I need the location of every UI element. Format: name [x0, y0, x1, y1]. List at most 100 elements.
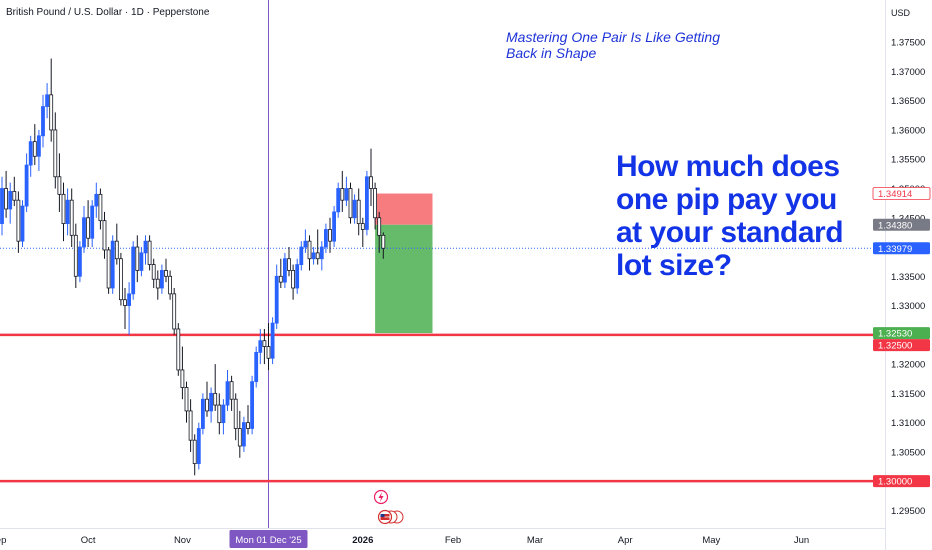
candle-body: [364, 176, 369, 230]
price-tick-label: 1.36000: [891, 125, 925, 136]
candle-body: [73, 234, 78, 277]
candle-body: [94, 193, 99, 207]
candle-body: [57, 176, 62, 195]
price-tick-label: 1.34500: [891, 213, 925, 224]
candle-body: [127, 293, 131, 306]
price-label-text: 1.32500: [878, 341, 912, 352]
candle-body: [180, 369, 185, 388]
candle-body: [373, 188, 378, 219]
candle-body: [69, 199, 74, 236]
time-tick-label: Sep: [0, 535, 6, 546]
candle-body: [110, 240, 115, 289]
candle-body: [237, 428, 242, 447]
candle-body: [78, 246, 82, 277]
price-tick-label: 1.29500: [891, 506, 925, 517]
candle-body: [340, 188, 345, 201]
candle-body: [176, 328, 181, 371]
price-tick-label: 1.36500: [891, 96, 925, 107]
candle-body: [8, 191, 13, 210]
candle-body: [49, 94, 54, 131]
event-markers[interactable]: [373, 489, 404, 525]
candle-body: [45, 94, 49, 107]
position-tool[interactable]: [375, 193, 433, 334]
time-tick-label: Jun: [794, 535, 809, 546]
candle-body: [328, 229, 332, 242]
candle-body: [344, 188, 349, 201]
candle-body: [123, 299, 127, 306]
candle-body: [172, 293, 177, 330]
lightning-icon: [378, 492, 384, 502]
time-tick-label: 2026: [352, 535, 373, 546]
candle-body: [135, 246, 140, 271]
candle-body: [106, 249, 111, 289]
time-axis: SepOctNovDec2026FebMarAprMayJunMon 01 De…: [0, 530, 809, 548]
candle-body: [311, 252, 316, 260]
candle-body: [90, 205, 95, 239]
candle-body: [291, 270, 296, 289]
candle-body: [221, 404, 226, 424]
candle-body: [159, 270, 164, 289]
candle-body: [65, 199, 70, 225]
candle-body: [131, 246, 136, 295]
symbol-title[interactable]: British Pound / U.S. Dollar · 1D · Peppe…: [6, 7, 210, 18]
candle-body: [151, 264, 156, 280]
candle-body: [0, 188, 4, 225]
price-label-target: [873, 327, 930, 340]
currency-label[interactable]: USD: [890, 8, 910, 18]
candle-body: [98, 193, 103, 222]
candle-body: [266, 346, 271, 359]
candle-body: [369, 176, 373, 189]
candle-body: [258, 340, 263, 353]
candle-body: [299, 246, 304, 265]
price-label-text: 1.30000: [878, 477, 912, 488]
candle-body: [192, 439, 197, 465]
candle-body: [114, 240, 119, 260]
price-label-text: 1.34380: [878, 220, 912, 231]
candle-body: [168, 275, 173, 295]
candle-body: [205, 398, 209, 412]
stop-loss-zone[interactable]: [375, 193, 433, 225]
candle-body: [287, 258, 291, 271]
candle-body: [82, 217, 86, 248]
candle-body: [323, 229, 328, 248]
candle-body: [12, 191, 17, 201]
candle-body: [241, 422, 246, 447]
candle-body: [41, 106, 45, 137]
subtitle-annotation[interactable]: Mastering One Pair Is Like Getting Back …: [506, 29, 720, 61]
candle-body: [119, 258, 123, 301]
candle-body: [217, 404, 222, 424]
price-axis-panel[interactable]: [872, 0, 932, 550]
crosshair-date-text: Mon 01 Dec '25: [235, 535, 301, 546]
candle-body: [86, 217, 90, 239]
price-tick-label: 1.37000: [891, 67, 925, 78]
candle-body: [381, 234, 386, 249]
crosshair-date-badge: [229, 530, 308, 548]
candle-body: [164, 270, 168, 277]
candle-body: [233, 398, 238, 429]
candle-body: [61, 193, 66, 225]
time-tick-label: Nov: [174, 535, 191, 546]
time-tick-label: May: [702, 535, 720, 546]
price-tick-label: 1.33500: [891, 272, 925, 283]
candle-body: [102, 220, 107, 251]
candle-body: [348, 188, 353, 219]
candle-body: [139, 252, 144, 271]
us-flag-canton: [380, 514, 385, 517]
price-label-level: [873, 339, 930, 352]
candle-body: [319, 246, 324, 260]
candle-body: [303, 240, 308, 248]
candle-body: [282, 258, 287, 283]
candle-body: [315, 252, 320, 260]
headline-annotation[interactable]: How much does one pip pay you at your st…: [616, 150, 844, 282]
candle-body: [209, 392, 214, 412]
candle-body: [20, 205, 25, 242]
price-tick-label: 1.31000: [891, 418, 925, 429]
candlestick-series: [0, 58, 386, 476]
drawn-lines[interactable]: [0, 0, 886, 528]
price-tick-label: 1.33000: [891, 301, 925, 312]
candle-body: [262, 340, 267, 347]
candle-body: [53, 129, 58, 178]
candle-body: [360, 223, 365, 230]
price-tick-label: 1.35500: [891, 155, 925, 166]
